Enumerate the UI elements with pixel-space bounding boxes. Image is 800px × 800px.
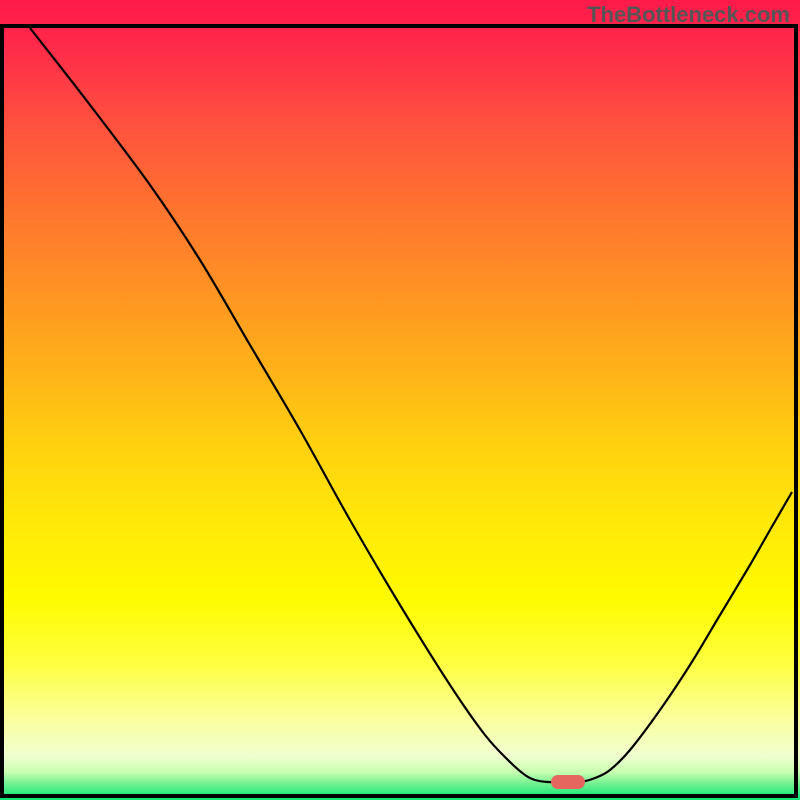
optimal-point-marker[interactable] xyxy=(551,775,585,789)
gradient-background xyxy=(0,0,800,800)
chart-container: TheBottleneck.com xyxy=(0,0,800,800)
watermark-text: TheBottleneck.com xyxy=(587,2,790,28)
